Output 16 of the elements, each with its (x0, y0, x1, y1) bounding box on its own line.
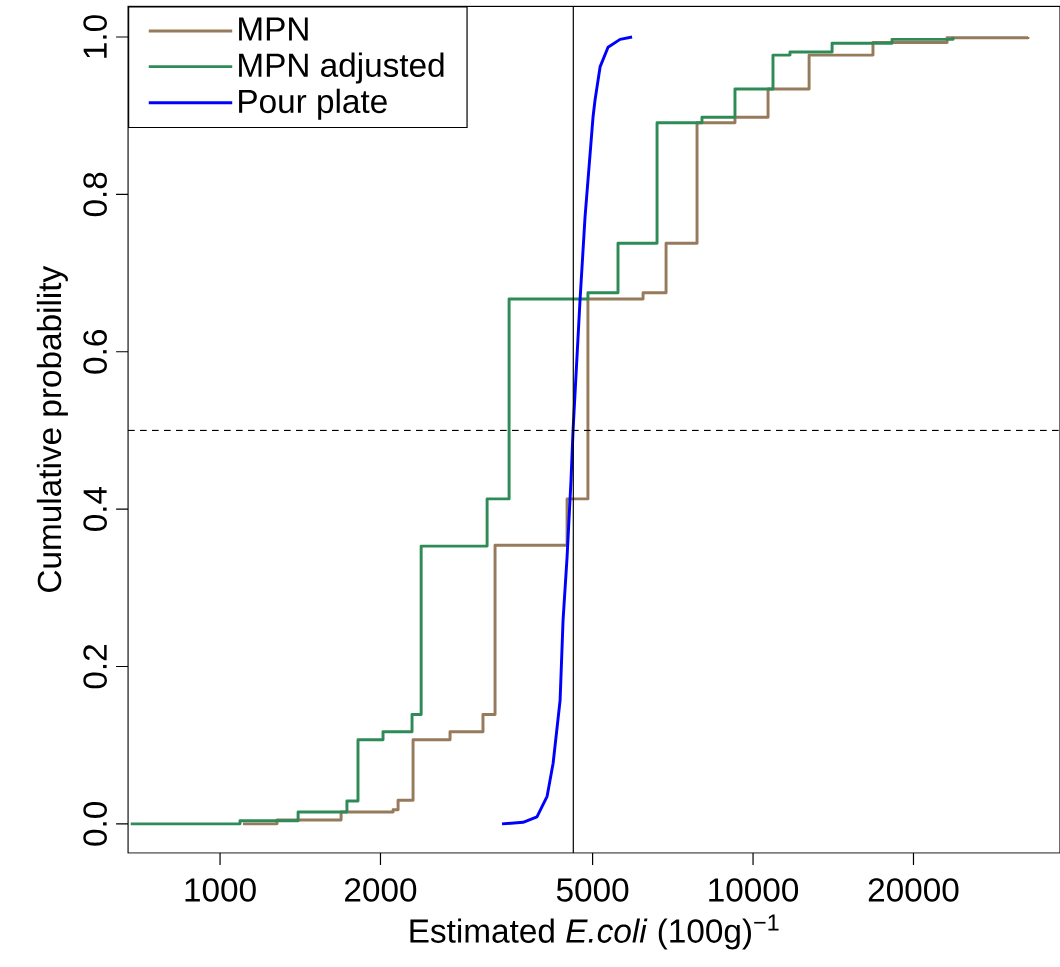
y-tick-label: 1.0 (83, 15, 107, 58)
y-tick-label: 0.0 (83, 802, 107, 846)
legend-label: MPN adjusted (239, 52, 444, 84)
x-tick-label: 10000 (709, 878, 799, 902)
x-tick-label: 1000 (185, 878, 256, 902)
y-axis-title: Cumulative probability (36, 265, 68, 592)
x-tick-label: 2000 (345, 878, 417, 902)
y-tick-label: 0.6 (83, 330, 107, 374)
legend-label: MPN (239, 17, 308, 41)
y-tick-label: 0.8 (83, 172, 107, 217)
x-axis-title: Estimated E.coli (100g)$^{−1}$ (410, 914, 779, 950)
x-tick-label: 5000 (556, 878, 629, 902)
legend-label: Pour plate (239, 88, 387, 120)
x-tick-label: 20000 (868, 878, 959, 902)
y-tick-label: 0.4 (83, 486, 107, 531)
y-tick-label: 0.2 (83, 645, 107, 689)
